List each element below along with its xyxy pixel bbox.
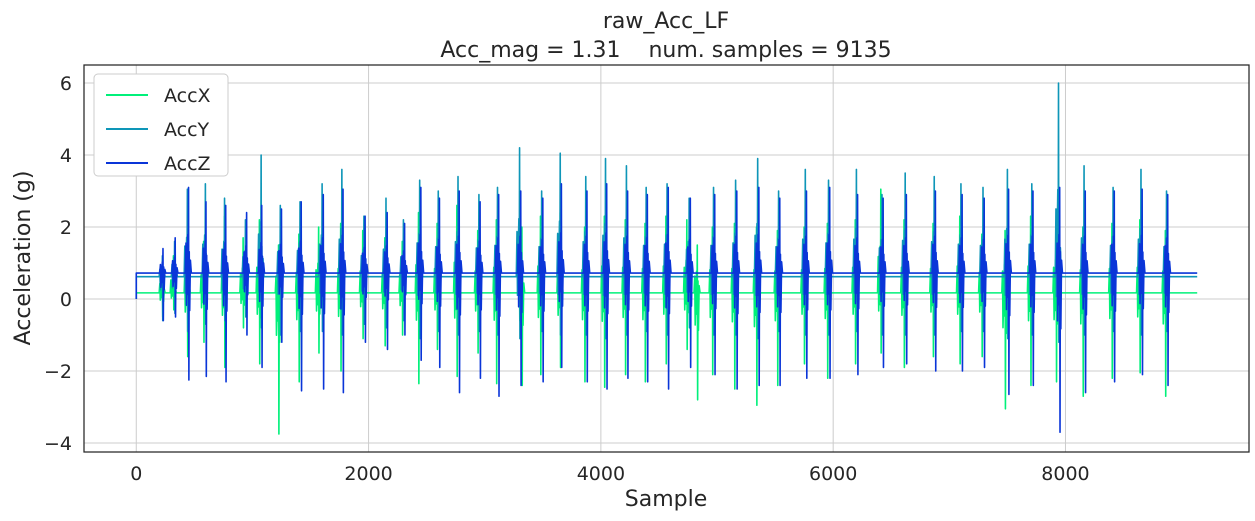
- plot-area: [83, 64, 1250, 453]
- y-tick-label: −4: [44, 433, 72, 455]
- legend-label-accz: AccZ: [164, 153, 211, 175]
- y-tick-label: 2: [60, 217, 72, 239]
- x-tick-label: 2000: [344, 463, 392, 485]
- x-tick-label: 8000: [1041, 463, 1089, 485]
- y-axis-ticks: −4 −2 0 2 4 6: [44, 73, 72, 455]
- legend-label-accy: AccY: [164, 119, 210, 141]
- series-lines: [135, 82, 1198, 435]
- plot-frame: [83, 64, 1250, 453]
- y-axis-label: Acceleration (g): [11, 171, 36, 346]
- x-tick-label: 6000: [809, 463, 857, 485]
- x-axis-label: Sample: [625, 487, 708, 512]
- x-tick-label: 4000: [577, 463, 625, 485]
- y-tick-label: 6: [60, 73, 72, 95]
- y-tick-label: −2: [44, 361, 72, 383]
- chart-title: raw_Acc_LF: [603, 9, 729, 34]
- legend-label-accx: AccX: [164, 85, 211, 107]
- y-tick-label: 4: [60, 145, 72, 167]
- chart-subtitle: Acc_mag = 1.31 num. samples = 9135: [440, 38, 891, 63]
- x-axis-ticks: 0 2000 4000 6000 8000: [130, 463, 1089, 485]
- series-line-accz: [135, 183, 1198, 433]
- y-tick-label: 0: [60, 289, 72, 311]
- legend-box: [93, 73, 229, 177]
- legend: AccX AccY AccZ: [93, 73, 229, 177]
- x-tick-label: 0: [130, 463, 142, 485]
